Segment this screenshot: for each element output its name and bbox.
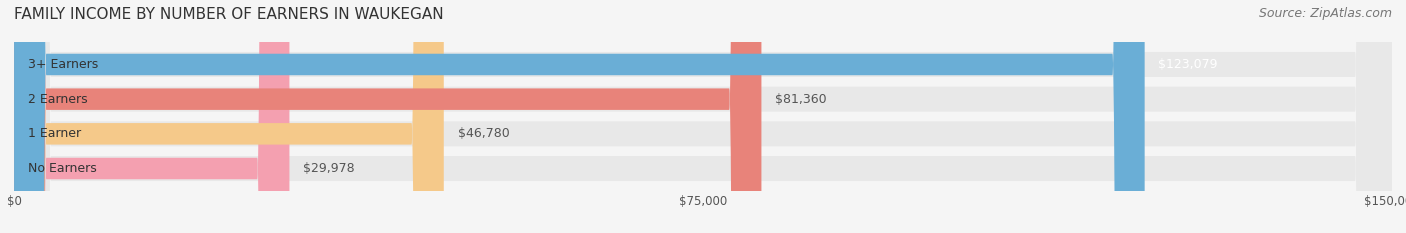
Text: Source: ZipAtlas.com: Source: ZipAtlas.com xyxy=(1258,7,1392,20)
FancyBboxPatch shape xyxy=(14,0,1144,233)
FancyBboxPatch shape xyxy=(14,0,1392,233)
Text: 2 Earners: 2 Earners xyxy=(28,93,87,106)
Text: $81,360: $81,360 xyxy=(775,93,827,106)
FancyBboxPatch shape xyxy=(14,0,444,233)
FancyBboxPatch shape xyxy=(14,0,1392,233)
Text: No Earners: No Earners xyxy=(28,162,97,175)
Text: 1 Earner: 1 Earner xyxy=(28,127,82,140)
FancyBboxPatch shape xyxy=(14,0,762,233)
Text: FAMILY INCOME BY NUMBER OF EARNERS IN WAUKEGAN: FAMILY INCOME BY NUMBER OF EARNERS IN WA… xyxy=(14,7,444,22)
Text: 3+ Earners: 3+ Earners xyxy=(28,58,98,71)
Text: $46,780: $46,780 xyxy=(457,127,509,140)
Text: $123,079: $123,079 xyxy=(1159,58,1218,71)
FancyBboxPatch shape xyxy=(14,0,1392,233)
FancyBboxPatch shape xyxy=(14,0,1392,233)
Text: $29,978: $29,978 xyxy=(304,162,354,175)
FancyBboxPatch shape xyxy=(14,0,290,233)
